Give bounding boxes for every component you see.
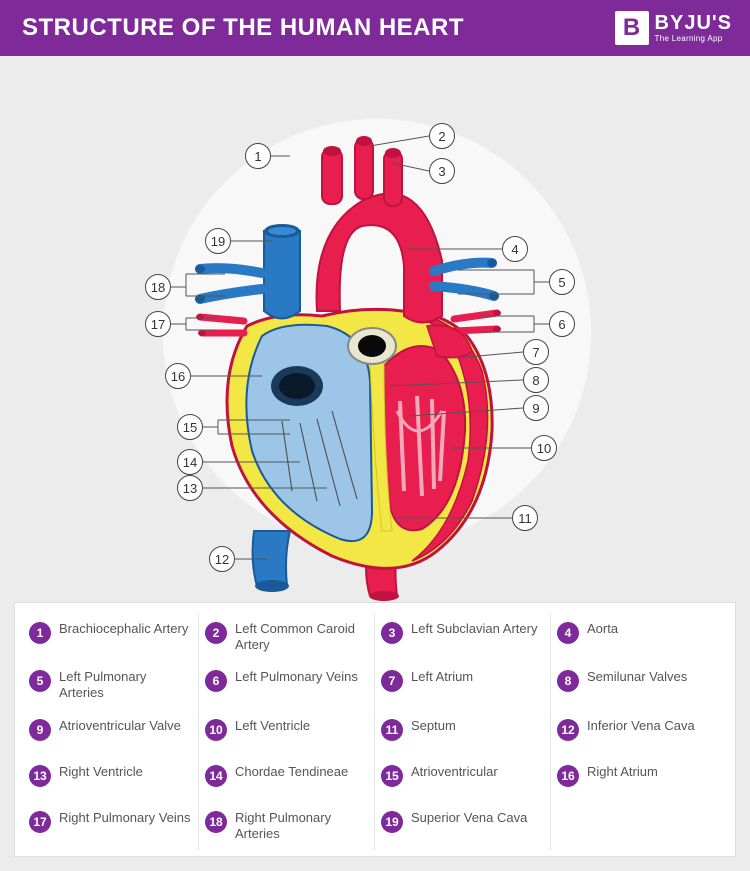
page-title: STRUCTURE OF THE HUMAN HEART	[22, 14, 464, 42]
legend-number: 8	[557, 670, 579, 692]
callout-11: 11	[512, 505, 538, 531]
callout-10: 10	[531, 435, 557, 461]
legend-label: Left Pulmonary Arteries	[59, 669, 192, 702]
callout-5: 5	[549, 269, 575, 295]
legend-label: Semilunar Valves	[587, 669, 687, 685]
legend-number: 9	[29, 719, 51, 741]
legend-label: Left Atrium	[411, 669, 473, 685]
legend-item-12: 12 Inferior Vena Cava	[551, 710, 727, 756]
legend-item-11: 11 Septum	[375, 710, 551, 756]
legend-item-9: 9 Atrioventricular Valve	[23, 710, 199, 756]
callout-14: 14	[177, 449, 203, 475]
legend-number: 7	[381, 670, 403, 692]
callout-17: 17	[145, 311, 171, 337]
legend-label: Atrioventricular Valve	[59, 718, 181, 734]
legend-item-7: 7 Left Atrium	[375, 661, 551, 710]
heart-diagram: 12345678910111213141516171819	[0, 56, 750, 611]
callout-16: 16	[165, 363, 191, 389]
legend-item-6: 6 Left Pulmonary Veins	[199, 661, 375, 710]
legend-number: 4	[557, 622, 579, 644]
legend-item-3: 3 Left Subclavian Artery	[375, 613, 551, 662]
legend-label: Septum	[411, 718, 456, 734]
legend-label: Left Pulmonary Veins	[235, 669, 358, 685]
callout-7: 7	[523, 339, 549, 365]
legend-number: 2	[205, 622, 227, 644]
legend-number: 5	[29, 670, 51, 692]
legend-label: Right Atrium	[587, 764, 658, 780]
legend-number: 19	[381, 811, 403, 833]
legend-item-5: 5 Left Pulmonary Arteries	[23, 661, 199, 710]
callout-2: 2	[429, 123, 455, 149]
legend-label: Left Subclavian Artery	[411, 621, 537, 637]
legend-number: 1	[29, 622, 51, 644]
legend-item-4: 4 Aorta	[551, 613, 727, 662]
legend-number: 18	[205, 811, 227, 833]
brand-tagline: The Learning App	[655, 35, 732, 43]
brand-logo: B BYJU'S The Learning App	[615, 11, 732, 45]
callout-15: 15	[177, 414, 203, 440]
legend-label: Right Pulmonary Arteries	[235, 810, 368, 843]
legend-label: Right Pulmonary Veins	[59, 810, 191, 826]
legend-label: Brachiocephalic Artery	[59, 621, 188, 637]
legend-label: Right Ventricle	[59, 764, 143, 780]
callout-9: 9	[523, 395, 549, 421]
callout-13: 13	[177, 475, 203, 501]
heart-illustration	[172, 111, 572, 601]
legend-label: Superior Vena Cava	[411, 810, 527, 826]
legend-label: Left Common Caroid Artery	[235, 621, 368, 654]
callout-19: 19	[205, 228, 231, 254]
header-bar: STRUCTURE OF THE HUMAN HEART B BYJU'S Th…	[0, 0, 750, 56]
legend-item-17: 17 Right Pulmonary Veins	[23, 802, 199, 851]
legend-item-2: 2 Left Common Caroid Artery	[199, 613, 375, 662]
legend-label: Atrioventricular	[411, 764, 498, 780]
legend-number: 13	[29, 765, 51, 787]
legend-number: 16	[557, 765, 579, 787]
legend-number: 12	[557, 719, 579, 741]
callout-12: 12	[209, 546, 235, 572]
brand-name: BYJU'S	[655, 13, 732, 33]
legend-label: Left Ventricle	[235, 718, 310, 734]
legend-item-14: 14 Chordae Tendineae	[199, 756, 375, 802]
legend-number: 3	[381, 622, 403, 644]
legend-item-15: 15 Atrioventricular	[375, 756, 551, 802]
legend-item-8: 8 Semilunar Valves	[551, 661, 727, 710]
callout-18: 18	[145, 274, 171, 300]
legend-number: 17	[29, 811, 51, 833]
legend-item-18: 18 Right Pulmonary Arteries	[199, 802, 375, 851]
brand-logo-icon: B	[615, 11, 649, 45]
legend-item-13: 13 Right Ventricle	[23, 756, 199, 802]
callout-3: 3	[429, 158, 455, 184]
legend-label: Aorta	[587, 621, 618, 637]
legend-item-19: 19 Superior Vena Cava	[375, 802, 551, 851]
legend-number: 15	[381, 765, 403, 787]
callout-6: 6	[549, 311, 575, 337]
legend-item-16: 16 Right Atrium	[551, 756, 727, 802]
legend-number: 14	[205, 765, 227, 787]
legend-table: 1 Brachiocephalic Artery 2 Left Common Caro…	[14, 602, 736, 858]
callout-1: 1	[245, 143, 271, 169]
callout-4: 4	[502, 236, 528, 262]
legend-number: 6	[205, 670, 227, 692]
legend-label: Chordae Tendineae	[235, 764, 348, 780]
callout-8: 8	[523, 367, 549, 393]
legend-item-10: 10 Left Ventricle	[199, 710, 375, 756]
legend-number: 10	[205, 719, 227, 741]
legend-number: 11	[381, 719, 403, 741]
legend-item-1: 1 Brachiocephalic Artery	[23, 613, 199, 662]
legend-label: Inferior Vena Cava	[587, 718, 695, 734]
